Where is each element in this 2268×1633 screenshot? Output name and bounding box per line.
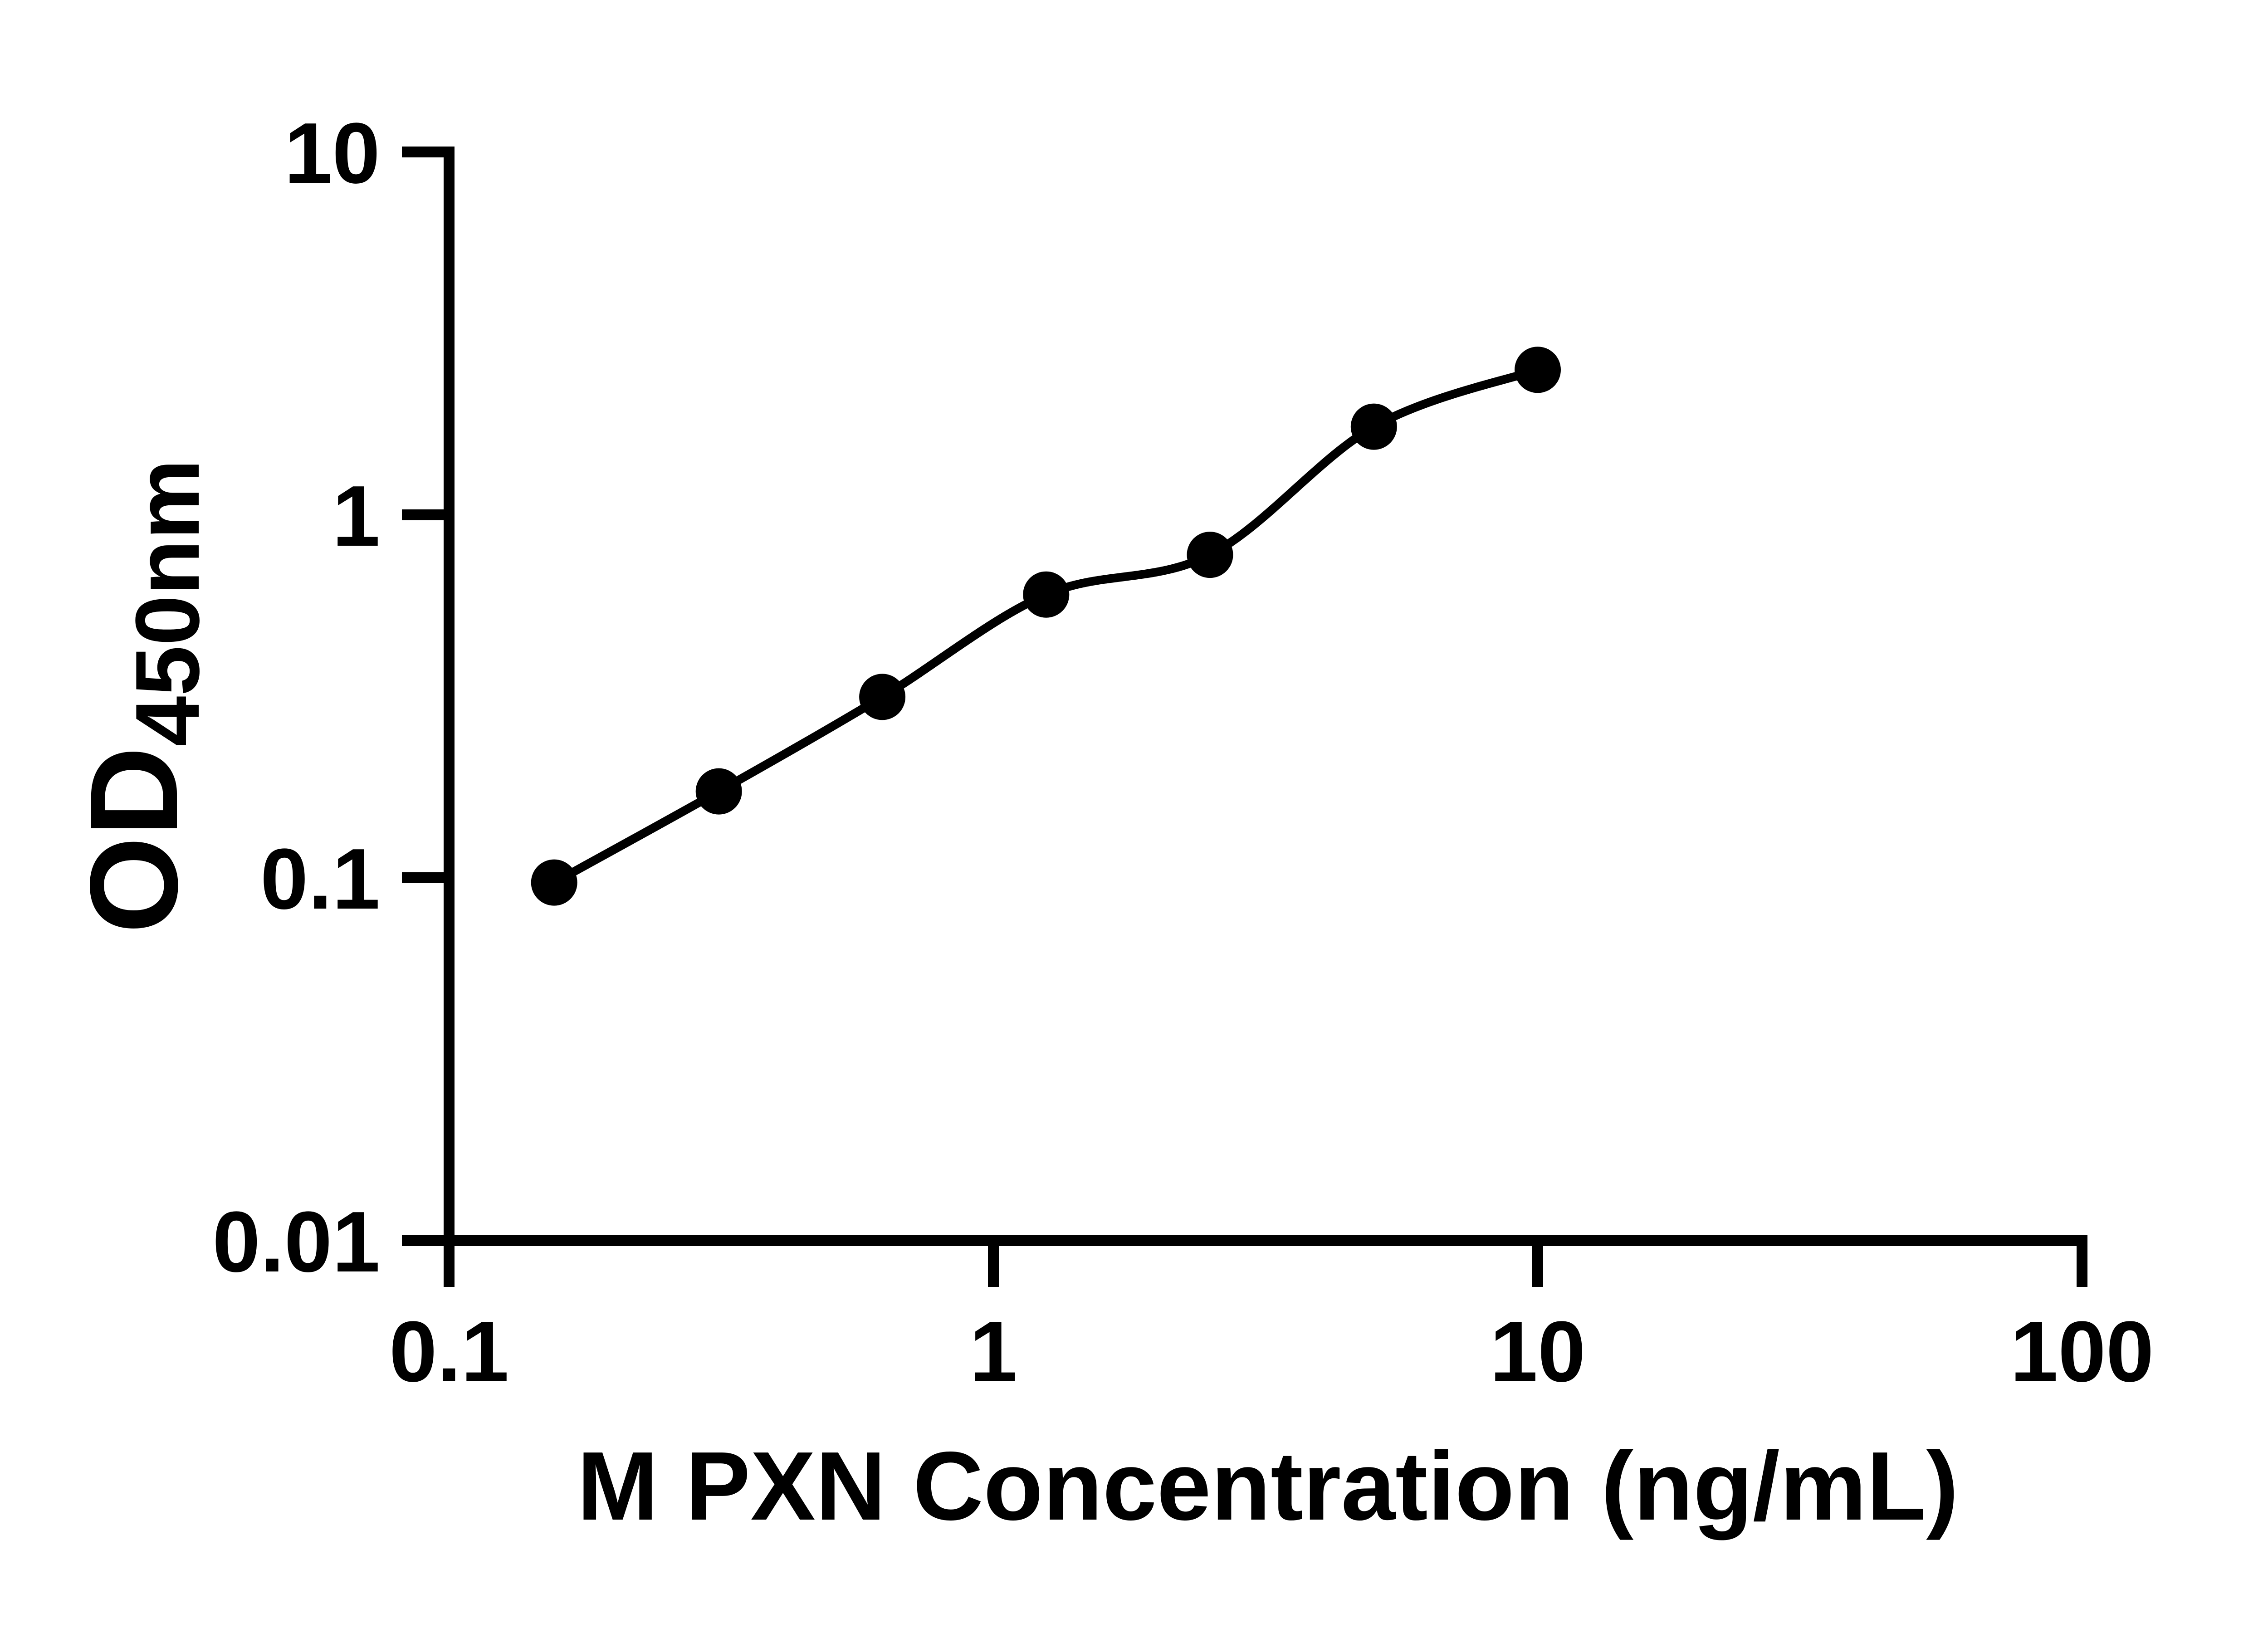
data-point-marker (1187, 532, 1233, 578)
x-tick-label: 1 (969, 1304, 1017, 1400)
data-point-marker (1350, 403, 1397, 450)
y-axis-title: OD450nm (64, 459, 218, 934)
x-axis-title: M PXN Concentration (ng/mL) (577, 1431, 1959, 1540)
x-axis-ticks (444, 1235, 2087, 1287)
data-point-marker (1515, 347, 1561, 393)
data-points (531, 347, 1561, 906)
x-tick-label: 10 (1490, 1304, 1585, 1400)
data-point-marker (695, 768, 742, 815)
y-axis-title-main: OD (64, 747, 204, 934)
data-point-marker (531, 859, 577, 906)
y-axis-title-subscript: 450nm (117, 459, 218, 747)
axes (444, 147, 2087, 1246)
y-tick-label: 0.1 (260, 831, 380, 927)
y-tick-label: 1 (332, 468, 380, 564)
y-axis-tick-labels: 10 1 0.1 0.01 (212, 105, 380, 1290)
data-point-marker (859, 674, 906, 720)
y-tick-label: 0.01 (212, 1194, 380, 1290)
y-tick-label: 10 (284, 105, 380, 201)
x-axis-tick-labels: 0.1 1 10 100 (389, 1304, 2154, 1400)
data-point-marker (1023, 571, 1070, 618)
x-tick-label: 0.1 (389, 1304, 509, 1400)
x-tick-label: 100 (2010, 1304, 2154, 1400)
